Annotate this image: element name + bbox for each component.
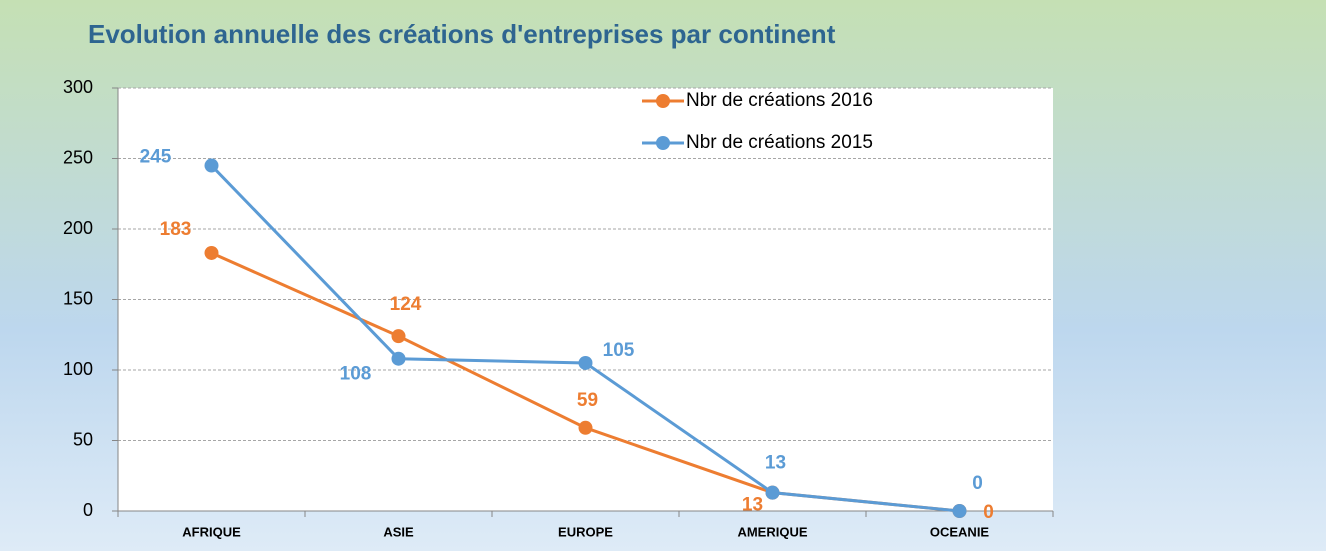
data-label: 13 xyxy=(742,495,763,516)
point xyxy=(578,420,593,435)
legend-marker xyxy=(656,136,670,150)
data-label: 0 xyxy=(972,473,983,494)
point xyxy=(391,351,406,366)
x-tick-label: ASIE xyxy=(383,524,414,539)
y-tick-label: 250 xyxy=(63,147,93,167)
x-tick-label: AFRIQUE xyxy=(182,524,241,539)
point xyxy=(391,329,406,344)
y-tick-label: 200 xyxy=(63,218,93,238)
y-tick-label: 100 xyxy=(63,359,93,379)
legend-marker xyxy=(656,94,670,108)
data-label: 245 xyxy=(140,147,172,168)
y-tick-label: 0 xyxy=(83,500,93,520)
data-label: 124 xyxy=(390,294,422,315)
legend-label: Nbr de créations 2016 xyxy=(686,90,873,111)
y-tick-label: 50 xyxy=(73,429,93,449)
point xyxy=(765,485,780,500)
data-label: 105 xyxy=(603,340,635,361)
point xyxy=(578,355,593,370)
point xyxy=(204,158,219,173)
y-tick-label: 300 xyxy=(63,77,93,97)
x-tick-label: EUROPE xyxy=(558,524,613,539)
data-label: 108 xyxy=(340,364,372,385)
data-label: 13 xyxy=(765,453,786,474)
chart-title: Evolution annuelle des créations d'entre… xyxy=(88,19,836,49)
point xyxy=(952,504,967,518)
data-label: 0 xyxy=(983,502,994,523)
x-tick-label: OCEANIE xyxy=(930,524,990,539)
x-tick-label: AMERIQUE xyxy=(737,524,807,539)
y-tick-label: 150 xyxy=(63,288,93,308)
data-label: 59 xyxy=(577,390,598,411)
data-label: 183 xyxy=(160,219,192,240)
legend-label: Nbr de créations 2015 xyxy=(686,132,873,153)
point xyxy=(204,245,219,260)
